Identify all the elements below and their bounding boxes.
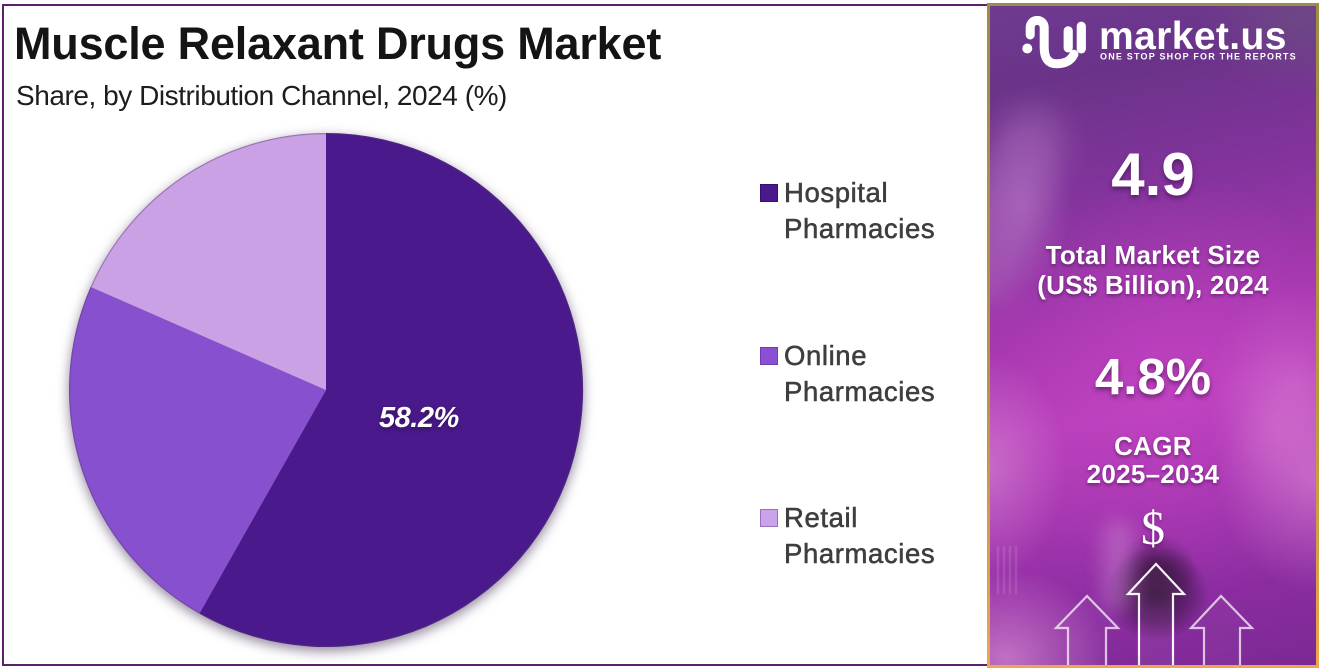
svg-text:ONE STOP SHOP FOR THE REPORTS: ONE STOP SHOP FOR THE REPORTS	[1100, 52, 1297, 62]
svg-text:market.us: market.us	[1099, 15, 1287, 58]
